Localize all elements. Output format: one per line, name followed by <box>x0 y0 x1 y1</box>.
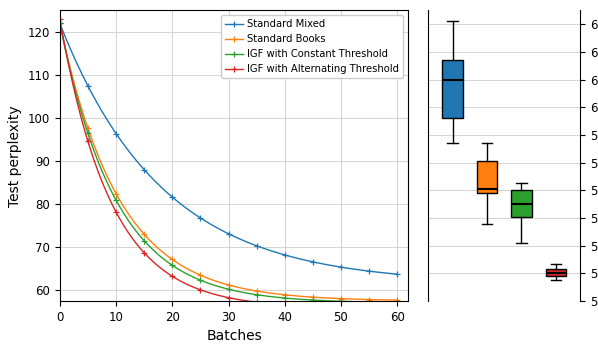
IGF with Constant Threshold <box>305 298 312 302</box>
IGF with Alternating Threshold <box>94 169 101 173</box>
Standard Mixed <box>389 272 396 276</box>
Y-axis label: Test perplexity: Test perplexity <box>8 105 22 207</box>
IGF with Constant Threshold <box>393 300 401 304</box>
Standard Mixed <box>249 242 256 246</box>
Standard Books <box>305 295 312 299</box>
Line: IGF with Alternating Threshold: IGF with Alternating Threshold <box>57 16 400 311</box>
Standard Books <box>249 288 256 292</box>
Standard Mixed <box>56 21 63 25</box>
IGF with Alternating Threshold <box>389 306 396 310</box>
Line: Standard Mixed: Standard Mixed <box>57 20 400 277</box>
IGF with Alternating Threshold <box>249 300 256 304</box>
Standard Mixed <box>184 207 191 211</box>
IGF with Constant Threshold <box>328 299 335 303</box>
IGF with Constant Threshold <box>56 21 63 25</box>
Standard Mixed <box>393 272 401 276</box>
IGF with Constant Threshold <box>249 292 256 296</box>
Line: Standard Books: Standard Books <box>57 20 400 303</box>
PathPatch shape <box>443 60 463 118</box>
X-axis label: Batches: Batches <box>206 329 262 343</box>
Standard Books <box>393 298 401 302</box>
Legend: Standard Mixed, Standard Books, IGF with Constant Threshold, IGF with Alternatin: Standard Mixed, Standard Books, IGF with… <box>221 15 404 79</box>
IGF with Constant Threshold <box>94 158 101 163</box>
IGF with Constant Threshold <box>389 300 396 304</box>
Standard Books <box>94 153 101 157</box>
IGF with Alternating Threshold <box>56 17 63 21</box>
Standard Books <box>328 296 335 300</box>
IGF with Alternating Threshold <box>305 304 312 308</box>
PathPatch shape <box>511 190 532 217</box>
IGF with Alternating Threshold <box>184 283 191 287</box>
Standard Books <box>184 267 191 271</box>
Standard Books <box>56 21 63 25</box>
PathPatch shape <box>545 269 566 276</box>
PathPatch shape <box>477 161 498 193</box>
IGF with Alternating Threshold <box>393 306 401 310</box>
Standard Mixed <box>328 263 335 267</box>
Standard Mixed <box>305 259 312 263</box>
Line: IGF with Constant Threshold: IGF with Constant Threshold <box>57 20 400 305</box>
Standard Mixed <box>94 102 101 106</box>
Standard Books <box>389 298 396 302</box>
IGF with Alternating Threshold <box>328 305 335 309</box>
IGF with Constant Threshold <box>184 272 191 276</box>
